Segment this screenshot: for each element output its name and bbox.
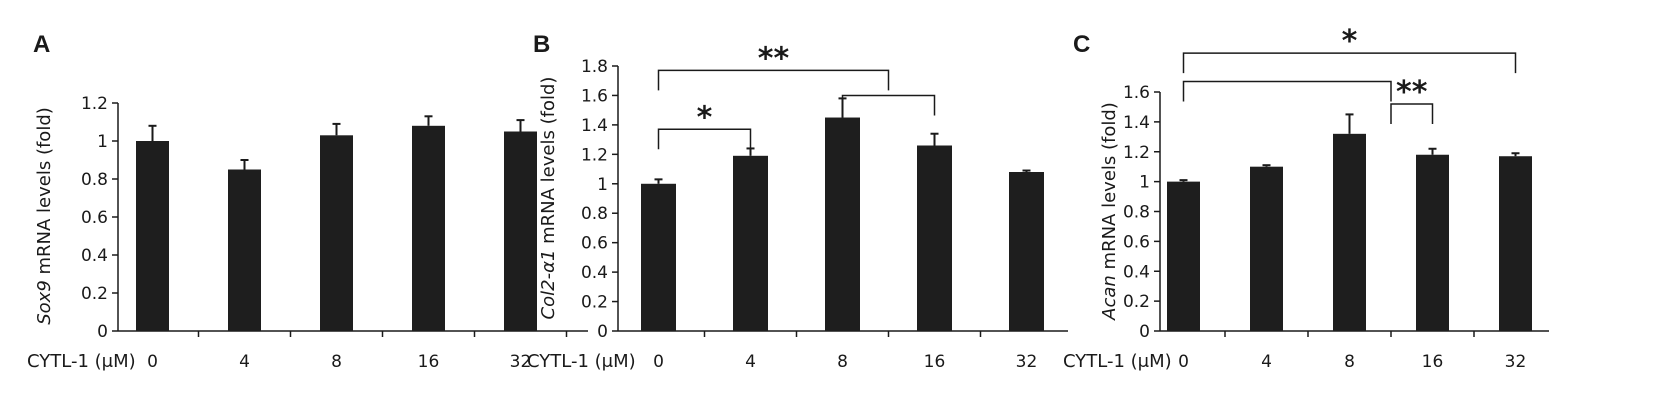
x-tick-label: 8 <box>331 352 342 372</box>
x-tick-label: 32 <box>1016 352 1038 372</box>
y-axis-label-rest: mRNA levels (fold) <box>538 77 559 250</box>
y-tick-label: 0.4 <box>581 263 608 283</box>
x-tick-label: 4 <box>745 352 756 372</box>
x-tick-label: 32 <box>510 352 532 372</box>
x-tick-label: 16 <box>1422 352 1444 372</box>
chart-panel-c: C 0 0.2 0.4 0.6 0.8 1 1.2 1.4 1.6 0 4 8 16 32 CYTL-1 (μ… <box>1063 24 1549 372</box>
y-tick-label: 1.4 <box>581 116 608 136</box>
x-tick-label: 0 <box>147 352 158 372</box>
y-tick-label: 0.4 <box>81 246 108 266</box>
y-tick-label: 0 <box>97 322 108 342</box>
bar <box>1009 172 1044 331</box>
bar <box>1416 154 1449 331</box>
panel-letter: B <box>533 31 550 58</box>
bar <box>136 141 169 331</box>
y-axis-label: Col2-α1 mRNA levels (fold) <box>538 77 559 320</box>
y-tick-label: 1.6 <box>581 86 608 106</box>
y-tick-label: 0.6 <box>81 208 108 228</box>
x-tick-label: 16 <box>924 352 946 372</box>
y-tick-label: 1 <box>97 132 108 152</box>
y-axis-label-gene: Acan <box>1099 275 1120 321</box>
y-tick-label: 0.6 <box>1123 232 1150 252</box>
y-tick-label: 1.2 <box>81 94 108 114</box>
bar <box>320 135 353 331</box>
y-axis-label: Acan mRNA levels (fold) <box>1099 102 1120 321</box>
chart-panel-a: A 0 0.2 0.4 0.6 0.8 1 1.2 0 4 8 16 32 CYTL-1 (μM) Sox9… <box>27 31 588 372</box>
y-tick-label: 1.6 <box>1123 83 1150 103</box>
y-tick-label: 1.2 <box>1123 143 1150 163</box>
y-tick-label: 1.2 <box>581 145 608 165</box>
y-axis-label-rest: mRNA levels (fold) <box>34 107 55 280</box>
x-tick-label: 16 <box>418 352 440 372</box>
x-axis-label: CYTL-1 (μM) <box>1063 351 1172 372</box>
bar <box>733 155 768 331</box>
y-tick-label: 1.4 <box>1123 113 1150 133</box>
y-tick-label: 0 <box>1139 322 1150 342</box>
bar <box>412 125 445 331</box>
significance-label: * <box>1342 24 1358 59</box>
panel-letter: A <box>33 31 50 58</box>
x-tick-label: 0 <box>1178 352 1189 372</box>
x-tick-label: 4 <box>1261 352 1272 372</box>
bar <box>1333 133 1366 331</box>
bar <box>825 117 860 332</box>
x-axis-label: CYTL-1 (μM) <box>27 351 136 372</box>
significance-bracket <box>657 69 890 91</box>
bar <box>504 131 537 331</box>
y-tick-label: 0.8 <box>81 170 108 190</box>
x-tick-label: 8 <box>837 352 848 372</box>
x-tick-label: 32 <box>1505 352 1527 372</box>
significance-bracket <box>841 94 936 116</box>
chart-panel-b: B 0 0.2 0.4 0.6 0.8 1 1.2 1.4 1.6 1.8 0 4 8 16 32 CYTL-1… <box>527 31 1068 372</box>
y-tick-label: 0.2 <box>1123 292 1150 312</box>
y-axis-label: Sox9 mRNA levels (fold) <box>34 107 55 325</box>
x-tick-label: 8 <box>1344 352 1355 372</box>
bar <box>641 183 676 331</box>
x-axis-label: CYTL-1 (μM) <box>527 351 636 372</box>
y-tick-label: 0.8 <box>1123 203 1150 223</box>
significance-label: ** <box>1396 75 1428 110</box>
y-axis-label-gene: Col2-α1 <box>538 250 559 320</box>
significance-bracket <box>1182 80 1392 102</box>
y-tick-label: 0.2 <box>581 293 608 313</box>
significance-bracket <box>1182 52 1517 74</box>
y-axis-label-gene: Sox9 <box>34 280 55 325</box>
x-tick-label: 4 <box>239 352 250 372</box>
bar <box>1250 166 1283 331</box>
y-tick-label: 0.6 <box>581 234 608 254</box>
y-tick-label: 1.8 <box>581 57 608 77</box>
x-tick-label: 0 <box>653 352 664 372</box>
y-axis-label-rest: mRNA levels (fold) <box>1099 102 1120 275</box>
y-tick-label: 1 <box>1139 173 1150 193</box>
y-tick-label: 0.8 <box>581 204 608 224</box>
y-tick-label: 0 <box>597 322 608 342</box>
bar <box>1167 181 1200 331</box>
y-tick-label: 1 <box>597 175 608 195</box>
significance-label: * <box>697 100 713 135</box>
bar <box>228 169 261 331</box>
significance-bracket <box>1390 103 1434 124</box>
significance-label: ** <box>758 41 790 76</box>
bar <box>917 145 952 331</box>
panel-letter: C <box>1073 31 1090 58</box>
significance-bracket <box>657 128 752 150</box>
bar <box>1499 156 1532 331</box>
y-tick-label: 0.4 <box>1123 262 1150 282</box>
y-tick-label: 0.2 <box>81 284 108 304</box>
